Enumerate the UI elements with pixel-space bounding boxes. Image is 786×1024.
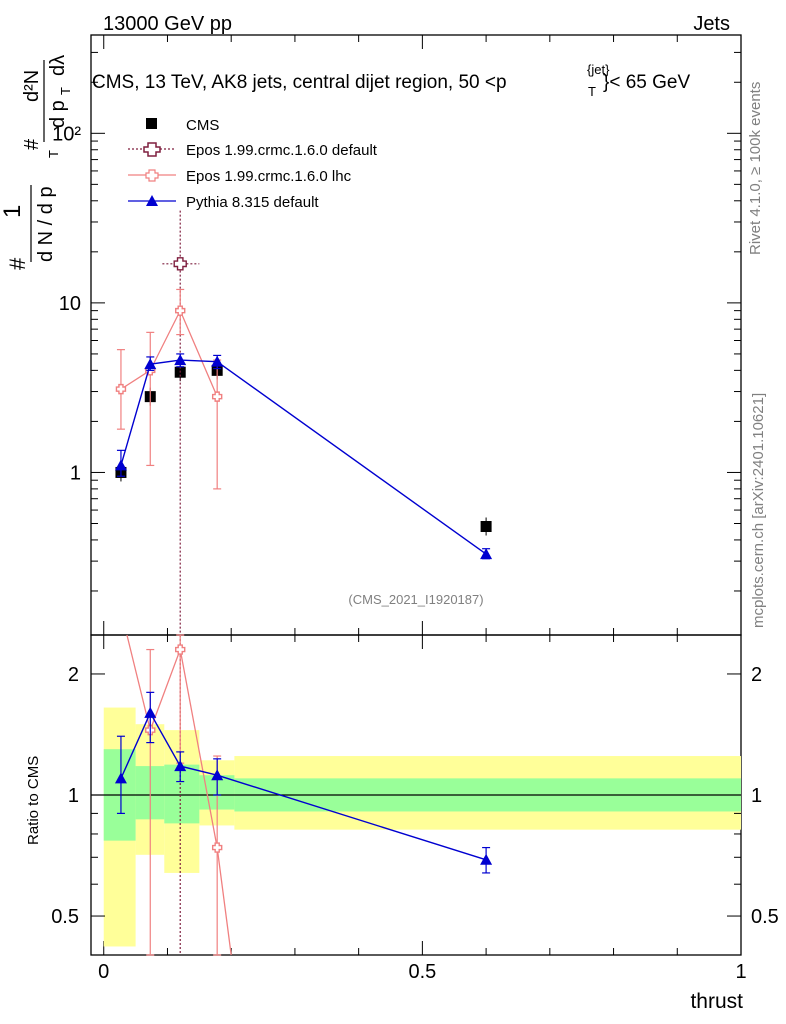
plot-title-text: CMS, 13 TeV, AK8 jets, central dijet reg… — [92, 72, 507, 93]
pythia-marker — [480, 548, 493, 560]
legend-item-epos-default: Epos 1.99.crmc.1.6.0 default — [128, 142, 378, 159]
ratio-band-green — [164, 764, 200, 824]
y-label-dsquare: d²N — [21, 70, 43, 102]
y-label-sub-2: T — [58, 87, 73, 95]
x-tick-label: 0.5 — [408, 961, 436, 983]
pythia-ratio-marker — [480, 853, 493, 865]
plot-title-sub: T — [588, 84, 596, 99]
y-label-hash-2: # — [21, 138, 43, 150]
analysis-watermark: (CMS_2021_I1920187) — [348, 592, 483, 607]
pythia-marker — [174, 354, 187, 366]
epos-lhc-ratio-marker — [211, 842, 223, 853]
ratio-y-tick-label-right: 1 — [751, 785, 762, 807]
plot-title-sup: {jet} — [587, 62, 610, 77]
legend-label-cms: CMS — [186, 117, 219, 134]
ratio-y-tick-label-right: 2 — [751, 664, 762, 686]
y-tick-label: 1 — [70, 462, 81, 484]
x-axis-label: thrust — [690, 990, 743, 1013]
main-plot: 1 10 10² — [52, 35, 742, 955]
ratio-plot: 0.5 0.5 1 1 2 2 0 0.5 1 — [51, 634, 779, 983]
y-label-denominator: d N / d p — [35, 186, 57, 262]
y-tick-label: 10² — [52, 123, 81, 145]
category-label: Jets — [693, 13, 730, 35]
y-label-dp: d p — [47, 100, 69, 128]
pythia-marker — [114, 459, 127, 471]
pythia-ratio-marker — [144, 706, 157, 718]
cms-data-point — [480, 521, 492, 533]
pythia-marker — [144, 358, 157, 370]
y-label-one: 1 — [0, 205, 26, 218]
ratio-y-tick-label: 0.5 — [51, 906, 79, 928]
y-label-dlambda: dλ — [47, 55, 69, 76]
epos-lhc-marker — [115, 383, 127, 395]
epos-lhc-line — [120, 309, 218, 397]
pythia-line — [120, 359, 487, 555]
legend-label-pythia: Pythia 8.315 default — [186, 194, 319, 211]
ratio-y-tick-label: 1 — [68, 785, 79, 807]
pythia-ratio-marker — [211, 769, 224, 781]
y-label-sub-1: T — [46, 150, 61, 158]
ratio-y-tick-label-right: 0.5 — [751, 906, 779, 928]
x-tick-label: 1 — [735, 961, 746, 983]
y-label-hash: # — [5, 257, 30, 270]
collision-label: 13000 GeV pp — [103, 13, 232, 35]
legend-item-pythia: Pythia 8.315 default — [128, 194, 319, 211]
plot-title: CMS, 13 TeV, AK8 jets, central dijet reg… — [92, 62, 690, 99]
mcplots-label: mcplots.cern.ch [arXiv:2401.10621] — [750, 393, 767, 628]
legend-label-epos-default: Epos 1.99.crmc.1.6.0 default — [186, 142, 378, 159]
plot-title-tail: }< 65 GeV — [603, 72, 690, 93]
ratio-y-tick-label: 2 — [68, 664, 79, 686]
legend-label-epos-lhc: Epos 1.99.crmc.1.6.0 lhc — [186, 168, 352, 185]
pythia-marker — [211, 355, 224, 367]
epos-lhc-ratio-marker — [175, 644, 186, 655]
pythia-ratio-marker — [174, 760, 187, 772]
epos-default-marker — [173, 257, 187, 271]
ratio-y-label: Ratio to CMS — [25, 756, 42, 845]
epos-lhc-marker — [211, 391, 223, 402]
legend: CMS Epos 1.99.crmc.1.6.0 default Epos 1.… — [128, 117, 378, 211]
rivet-label: Rivet 4.1.0, ≥ 100k events — [747, 82, 764, 255]
main-y-label: # 1 d N / d p T # d²N d p T dλ — [0, 55, 73, 270]
legend-item-cms: CMS — [146, 117, 219, 134]
pythia-ratio-marker — [114, 772, 127, 784]
y-tick-label: 10 — [59, 293, 81, 315]
legend-item-epos-lhc: Epos 1.99.crmc.1.6.0 lhc — [128, 168, 352, 185]
x-tick-label: 0 — [98, 961, 109, 983]
epos-lhc-marker — [175, 305, 186, 316]
